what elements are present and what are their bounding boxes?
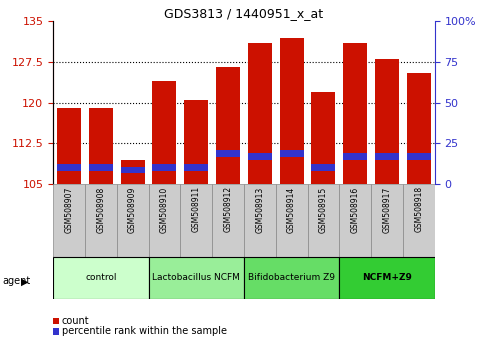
Bar — [280, 150, 303, 157]
Bar — [375, 59, 399, 184]
Bar — [312, 164, 335, 171]
Bar — [244, 257, 339, 299]
Text: GSM508910: GSM508910 — [160, 186, 169, 233]
Text: Bifidobacterium Z9: Bifidobacterium Z9 — [248, 273, 335, 282]
Bar — [53, 184, 85, 257]
Bar — [407, 153, 431, 160]
Text: Lactobacillus NCFM: Lactobacillus NCFM — [152, 273, 240, 282]
Bar — [339, 184, 371, 257]
Bar — [185, 164, 208, 171]
Bar — [121, 160, 144, 184]
Bar — [153, 81, 176, 184]
Text: percentile rank within the sample: percentile rank within the sample — [62, 326, 227, 336]
Bar — [276, 184, 308, 257]
Bar — [248, 43, 272, 184]
Bar — [185, 100, 208, 184]
Bar — [212, 184, 244, 257]
Bar — [244, 184, 276, 257]
Text: GSM508909: GSM508909 — [128, 186, 137, 233]
Text: control: control — [85, 273, 116, 282]
Bar — [371, 184, 403, 257]
Text: agent: agent — [2, 276, 30, 286]
Text: GSM508907: GSM508907 — [65, 186, 73, 233]
Bar — [180, 184, 212, 257]
Bar — [57, 164, 81, 171]
Title: GDS3813 / 1440951_x_at: GDS3813 / 1440951_x_at — [164, 7, 324, 20]
Bar — [117, 184, 149, 257]
Text: GSM508908: GSM508908 — [96, 186, 105, 233]
Text: NCFM+Z9: NCFM+Z9 — [362, 273, 412, 282]
Text: GSM508915: GSM508915 — [319, 186, 328, 233]
Bar — [53, 257, 149, 299]
Bar — [343, 43, 367, 184]
Text: GSM508916: GSM508916 — [351, 186, 360, 233]
Text: GSM508914: GSM508914 — [287, 186, 296, 233]
Text: GSM508912: GSM508912 — [224, 186, 232, 232]
Bar — [343, 153, 367, 160]
Bar — [375, 153, 399, 160]
Bar — [280, 38, 303, 184]
Bar — [89, 108, 113, 184]
Bar — [153, 164, 176, 171]
Bar — [403, 184, 435, 257]
Bar — [89, 164, 113, 171]
Bar — [248, 153, 272, 160]
Bar — [149, 257, 244, 299]
Text: GSM508917: GSM508917 — [383, 186, 392, 233]
Bar — [339, 257, 435, 299]
Text: ▶: ▶ — [21, 276, 28, 286]
Bar — [121, 167, 144, 173]
Text: GSM508911: GSM508911 — [192, 186, 201, 232]
Bar — [57, 108, 81, 184]
Bar — [308, 184, 339, 257]
Bar — [216, 150, 240, 157]
Text: count: count — [62, 316, 89, 326]
Bar — [312, 92, 335, 184]
Bar — [85, 184, 117, 257]
Text: GSM508918: GSM508918 — [414, 186, 423, 232]
Text: GSM508913: GSM508913 — [256, 186, 264, 233]
Bar — [216, 67, 240, 184]
Bar — [149, 184, 180, 257]
Bar — [407, 73, 431, 184]
